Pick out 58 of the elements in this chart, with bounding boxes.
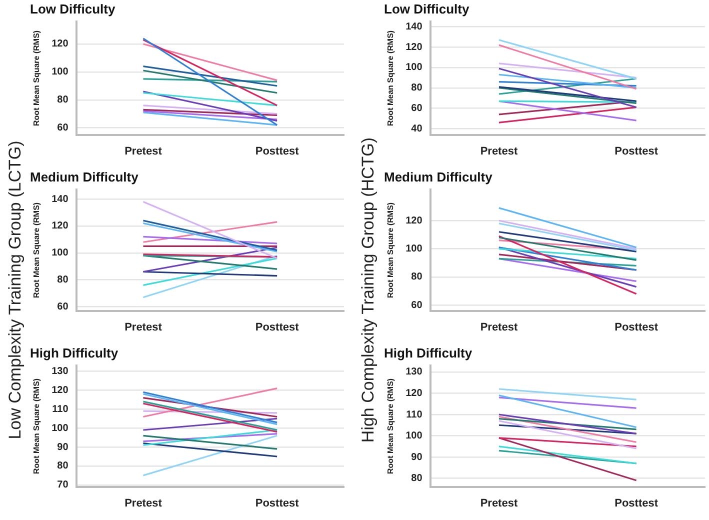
y-tick-label: 100 bbox=[52, 248, 69, 259]
y-tick-label: 60 bbox=[57, 302, 69, 313]
x-tick-label: Pretest bbox=[124, 145, 162, 158]
chart-title: High Difficulty bbox=[384, 345, 473, 360]
chart-title: Low Difficulty bbox=[384, 1, 470, 16]
y-tick-label: 80 bbox=[411, 473, 423, 484]
y-tick-label: 110 bbox=[52, 404, 69, 415]
y-tick-label: 120 bbox=[406, 388, 423, 399]
x-tick-label: Posttest bbox=[255, 145, 300, 158]
x-tick-label: Pretest bbox=[124, 321, 162, 334]
x-tick-label: Pretest bbox=[480, 497, 518, 510]
x-tick-label: Pretest bbox=[480, 145, 518, 158]
y-tick-label: 80 bbox=[411, 272, 423, 283]
y-tick-label: 100 bbox=[406, 430, 423, 442]
y-axis-title: Root Mean Square (RMS) bbox=[386, 378, 396, 474]
y-axis-title: Root Mean Square (RMS) bbox=[32, 202, 42, 298]
y-tick-label: 120 bbox=[52, 220, 69, 232]
y-tick-label: 100 bbox=[406, 244, 423, 255]
x-tick-label: Posttest bbox=[614, 145, 658, 158]
x-tick-label: Posttest bbox=[614, 321, 658, 334]
text: High Complexity Training Group (HCTG) bbox=[359, 137, 379, 443]
y-tick-label: 100 bbox=[52, 66, 69, 78]
text: Low Complexity Training Group (LCTG) bbox=[5, 140, 25, 440]
x-tick-label: Posttest bbox=[255, 321, 300, 334]
y-tick-label: 130 bbox=[52, 366, 69, 378]
x-tick-label: Pretest bbox=[124, 497, 162, 510]
y-axis-title: Root Mean Square (RMS) bbox=[32, 30, 42, 126]
y-tick-label: 60 bbox=[57, 122, 69, 134]
y-tick-label: 120 bbox=[406, 42, 423, 53]
y-axis-title: Root Mean Square (RMS) bbox=[386, 30, 396, 126]
y-tick-label: 140 bbox=[52, 194, 69, 205]
y-tick-label: 120 bbox=[406, 215, 423, 226]
y-axis-title: Root Mean Square (RMS) bbox=[386, 202, 396, 298]
chart-title: Low Difficulty bbox=[30, 1, 116, 16]
y-tick-label: 110 bbox=[406, 409, 423, 420]
y-tick-label: 100 bbox=[52, 422, 69, 434]
y-tick-label: 90 bbox=[57, 442, 69, 453]
y-tick-label: 120 bbox=[52, 384, 69, 396]
y-tick-label: 130 bbox=[406, 366, 423, 378]
y-tick-label: 140 bbox=[406, 21, 423, 32]
y-axis-title: Root Mean Square (RMS) bbox=[32, 378, 42, 474]
x-tick-label: Pretest bbox=[480, 321, 518, 334]
x-tick-label: Posttest bbox=[255, 497, 300, 510]
chart-title: Medium Difficulty bbox=[30, 169, 140, 184]
y-tick-label: 100 bbox=[406, 62, 423, 74]
chart-title: Medium Difficulty bbox=[384, 169, 494, 184]
y-tick-label: 80 bbox=[57, 94, 69, 106]
y-tick-label: 120 bbox=[52, 38, 69, 50]
y-tick-label: 70 bbox=[57, 480, 69, 491]
chart-title: High Difficulty bbox=[30, 345, 119, 360]
y-tick-label: 80 bbox=[57, 274, 69, 286]
y-tick-label: 60 bbox=[411, 300, 423, 311]
y-tick-label: 40 bbox=[411, 123, 423, 134]
y-tick-label: 80 bbox=[57, 460, 69, 472]
y-tick-label: 90 bbox=[411, 452, 423, 463]
y-tick-label: 80 bbox=[411, 82, 423, 94]
y-tick-label: 60 bbox=[411, 103, 423, 114]
x-tick-label: Posttest bbox=[614, 497, 658, 510]
